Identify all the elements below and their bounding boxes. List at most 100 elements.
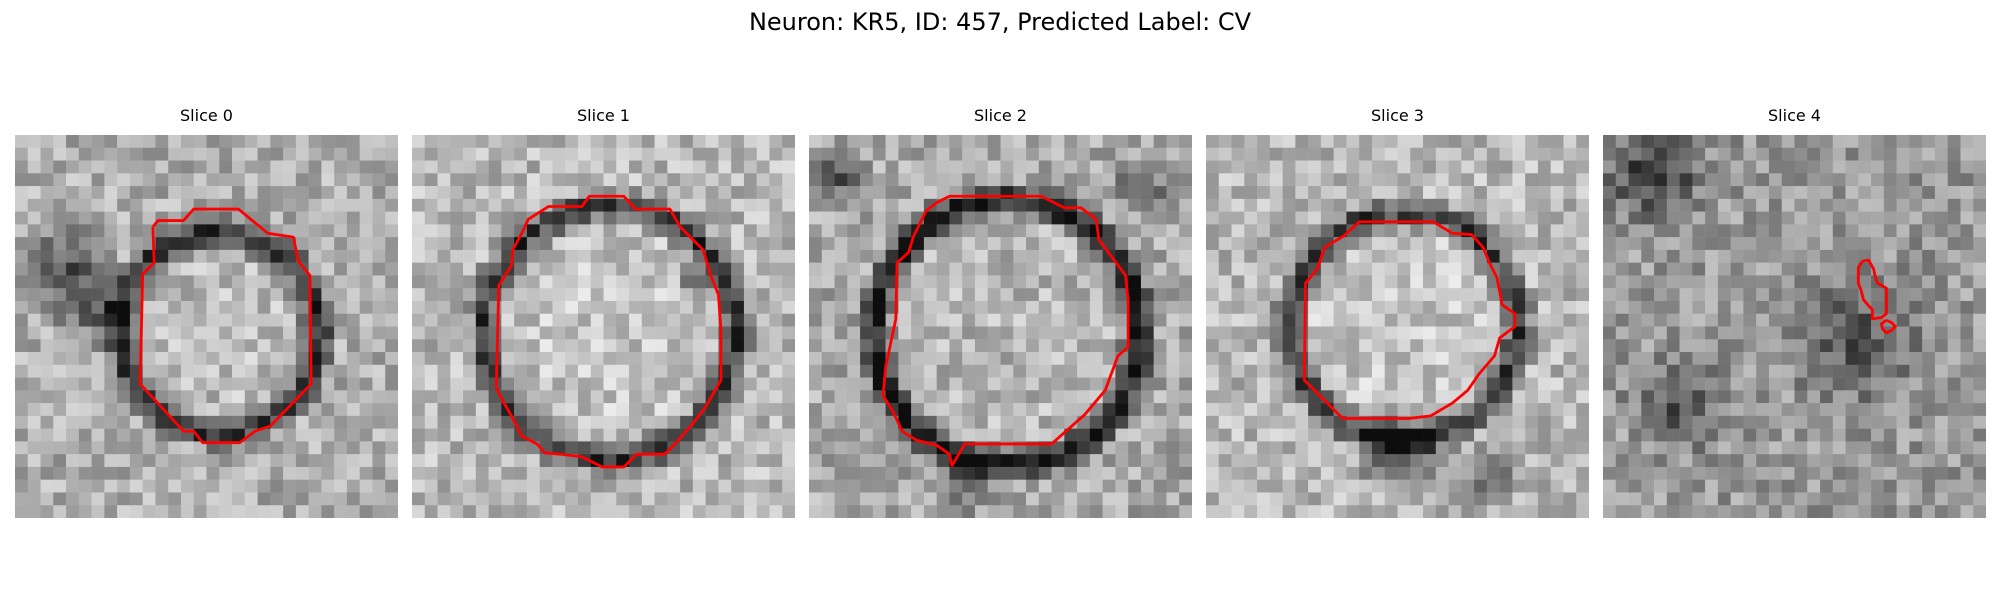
image-pixel <box>1128 288 1142 302</box>
image-pixel <box>1089 428 1103 442</box>
image-pixel <box>834 262 848 276</box>
image-pixel <box>1768 390 1782 404</box>
image-pixel <box>1550 160 1564 174</box>
image-pixel <box>1794 198 1808 212</box>
image-pixel <box>1756 224 1770 238</box>
image-pixel <box>463 466 477 480</box>
image-pixel <box>1026 275 1040 289</box>
image-pixel <box>1692 135 1706 149</box>
image-pixel <box>66 135 80 149</box>
image-pixel <box>1448 339 1462 353</box>
image-pixel <box>168 288 182 302</box>
image-pixel <box>117 313 131 327</box>
image-pixel <box>809 262 823 276</box>
image-pixel <box>769 237 783 251</box>
image-pixel <box>372 262 386 276</box>
image-pixel <box>15 352 29 366</box>
image-pixel <box>1922 466 1936 480</box>
image-pixel <box>385 275 398 289</box>
image-pixel <box>616 364 630 378</box>
image-pixel <box>27 211 41 225</box>
image-pixel <box>1077 288 1091 302</box>
image-pixel <box>1499 275 1513 289</box>
image-pixel <box>257 326 271 340</box>
image-pixel <box>1743 147 1757 161</box>
image-pixel <box>1603 224 1617 238</box>
image-pixel <box>1871 403 1885 417</box>
image-pixel <box>603 313 617 327</box>
image-pixel <box>437 364 451 378</box>
image-pixel <box>1153 454 1167 468</box>
image-pixel <box>295 224 309 238</box>
image-pixel <box>1615 390 1629 404</box>
image-pixel <box>1461 288 1475 302</box>
image-pixel <box>1038 364 1052 378</box>
image-pixel <box>1026 479 1040 493</box>
image-pixel <box>270 288 284 302</box>
image-pixel <box>1922 186 1936 200</box>
image-pixel <box>463 237 477 251</box>
image-pixel <box>155 352 169 366</box>
image-pixel <box>180 313 194 327</box>
image-pixel <box>1717 403 1731 417</box>
image-pixel <box>1448 505 1462 518</box>
image-pixel <box>1461 492 1475 506</box>
image-pixel <box>424 428 438 442</box>
image-pixel <box>1166 415 1180 429</box>
image-pixel <box>1448 428 1462 442</box>
image-pixel <box>1359 326 1373 340</box>
image-pixel <box>1410 249 1424 263</box>
image-pixel <box>552 288 566 302</box>
image-pixel <box>1115 160 1129 174</box>
image-pixel <box>501 479 515 493</box>
image-pixel <box>923 237 937 251</box>
image-pixel <box>1423 160 1437 174</box>
image-pixel <box>168 173 182 187</box>
image-pixel <box>437 403 451 417</box>
image-pixel <box>1384 262 1398 276</box>
image-pixel <box>1768 160 1782 174</box>
image-pixel <box>552 300 566 314</box>
image-pixel <box>1883 466 1897 480</box>
image-pixel <box>1858 377 1872 391</box>
image-pixel <box>1257 479 1271 493</box>
image-pixel <box>1410 326 1424 340</box>
image-pixel <box>53 186 67 200</box>
image-pixel <box>1038 390 1052 404</box>
image-pixel <box>590 237 604 251</box>
image-pixel <box>1179 339 1192 353</box>
image-pixel <box>142 326 156 340</box>
image-pixel <box>1807 326 1821 340</box>
image-pixel <box>412 237 426 251</box>
image-pixel <box>1858 186 1872 200</box>
image-pixel <box>91 147 105 161</box>
image-pixel <box>66 505 80 518</box>
image-pixel <box>1768 262 1782 276</box>
image-pixel <box>1845 313 1859 327</box>
image-pixel <box>180 390 194 404</box>
image-pixel <box>911 262 925 276</box>
image-pixel <box>616 288 630 302</box>
image-pixel <box>15 326 29 340</box>
image-pixel <box>257 403 271 417</box>
image-pixel <box>821 300 835 314</box>
image-pixel <box>987 300 1001 314</box>
image-pixel <box>565 262 579 276</box>
image-pixel <box>1218 275 1232 289</box>
image-pixel <box>91 249 105 263</box>
image-pixel <box>1038 326 1052 340</box>
image-pixel <box>1128 313 1142 327</box>
image-pixel <box>1832 441 1846 455</box>
image-pixel <box>1525 415 1539 429</box>
image-pixel <box>731 454 745 468</box>
image-pixel <box>872 262 886 276</box>
image-pixel <box>1628 454 1642 468</box>
image-pixel <box>424 454 438 468</box>
image-pixel <box>450 249 464 263</box>
image-pixel <box>692 326 706 340</box>
image-pixel <box>1512 326 1526 340</box>
image-pixel <box>117 441 131 455</box>
image-pixel <box>1384 492 1398 506</box>
image-pixel <box>1448 249 1462 263</box>
image-pixel <box>1231 377 1245 391</box>
